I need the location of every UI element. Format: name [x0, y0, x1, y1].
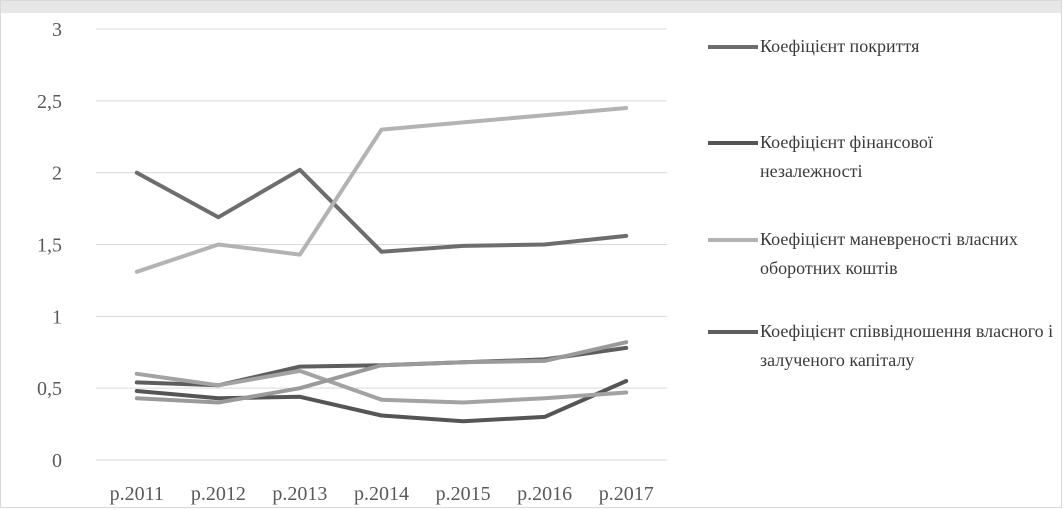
x-axis-tick-labels: р.2011 р.2012 р.2013 р.2014 р.2015 р.2016 р.20… [110, 483, 654, 505]
legend-swatch-capital-ratio [708, 330, 758, 334]
legend-swatch-coverage [708, 45, 758, 49]
x-tick-label: р.2012 [191, 483, 246, 505]
x-tick-label: р.2015 [436, 483, 491, 505]
x-tick-label: р.2011 [110, 483, 164, 505]
series-line-3 [134, 106, 629, 274]
y-axis-tick-labels: 0 0,5 1 1,5 2 2,5 3 [37, 19, 62, 472]
series-line-1 [134, 167, 629, 254]
y-tick-label: 0 [52, 450, 62, 472]
y-tick-label: 1,5 [37, 235, 62, 257]
y-tick-label: 2,5 [37, 91, 62, 113]
legend-label-coverage: Коефіцієнт покриття [760, 36, 920, 56]
legend-label-capital-ratio: Коефіцієнт співвідношення власного і зал… [760, 321, 1054, 370]
x-tick-label: р.2014 [354, 483, 409, 505]
series-lines [134, 106, 629, 424]
legend-label-maneuverability: Коефіцієнт маневреності власних оборотни… [760, 229, 1018, 278]
legend-swatch-maneuverability [708, 238, 758, 242]
x-tick-label: р.2013 [272, 483, 327, 505]
series-line-5 [134, 368, 629, 405]
series-line-6 [134, 340, 629, 405]
y-tick-label: 1 [52, 306, 62, 328]
gridlines [96, 28, 667, 461]
x-tick-label: р.2017 [599, 483, 654, 505]
y-tick-label: 3 [52, 19, 62, 41]
legend-swatch-financial-independence [708, 141, 758, 145]
y-tick-label: 2 [52, 163, 62, 185]
legend-label-financial-independence: Коефіцієнт фінансової незалежності [760, 132, 933, 181]
y-tick-label: 0,5 [37, 378, 62, 400]
x-tick-label: р.2016 [517, 483, 572, 505]
series-line-2 [134, 379, 629, 424]
